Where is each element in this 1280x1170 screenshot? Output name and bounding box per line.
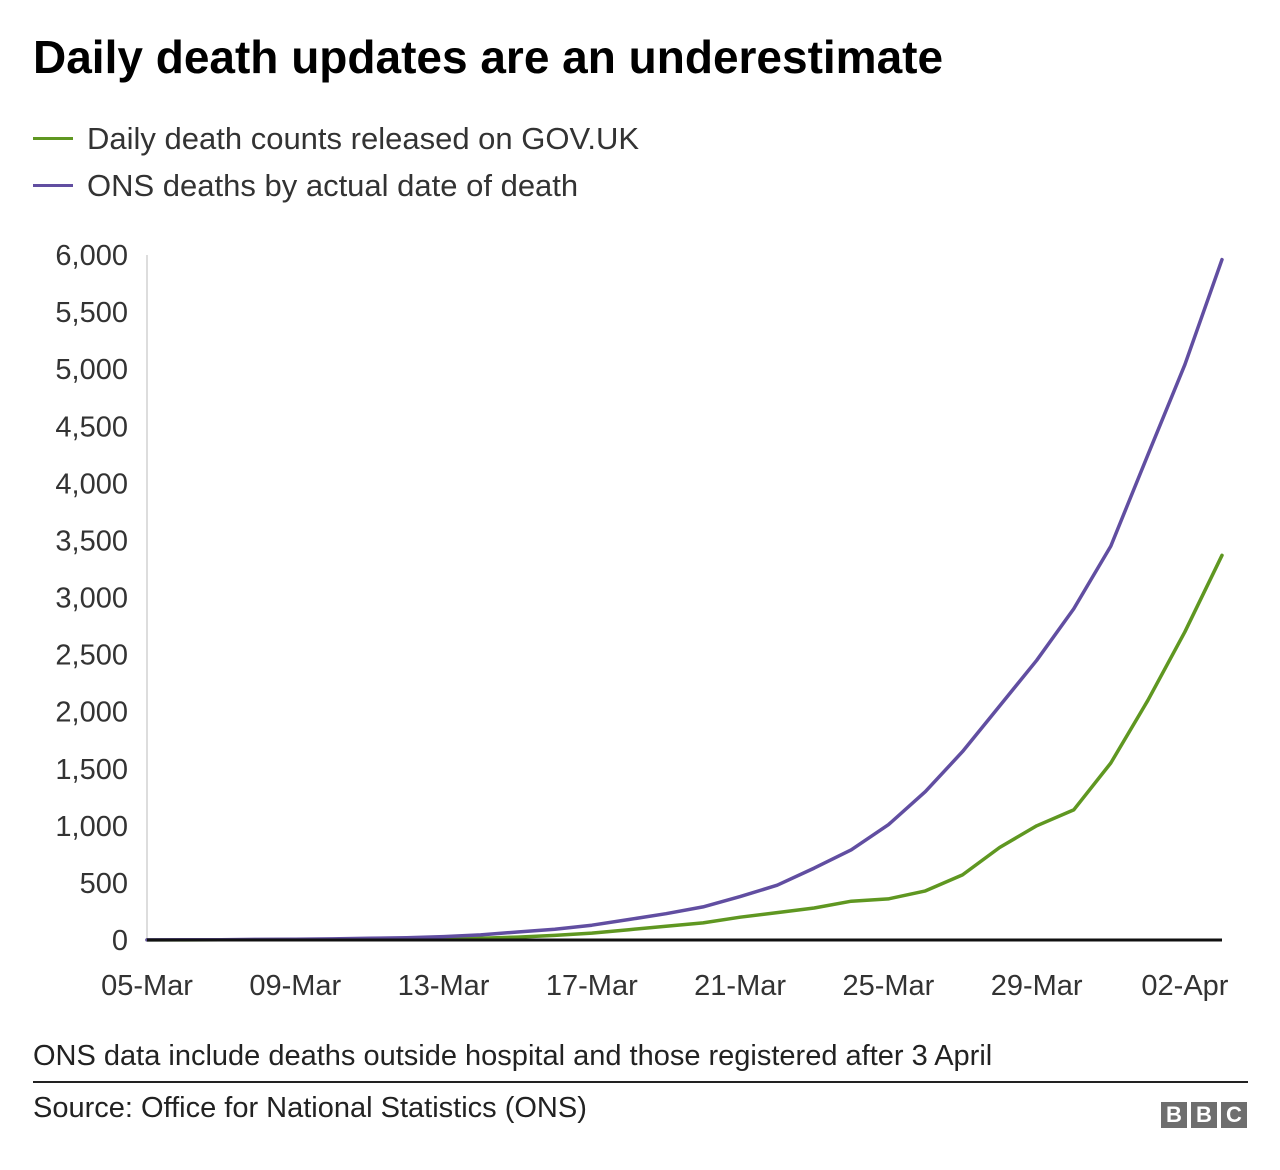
y-tick-label: 4,500 bbox=[55, 411, 128, 443]
x-tick-label: 09-Mar bbox=[249, 970, 341, 1002]
legend-label-ons: ONS deaths by actual date of death bbox=[87, 167, 579, 203]
series-line-gov bbox=[145, 553, 1224, 942]
chart-title: Daily death updates are an underestimate bbox=[33, 31, 944, 83]
y-tick-label: 1,000 bbox=[55, 811, 128, 843]
y-tick-label: 2,000 bbox=[55, 697, 128, 729]
legend-item-ons: ONS deaths by actual date of death bbox=[33, 162, 639, 209]
bbc-logo-letter: B bbox=[1191, 1102, 1217, 1128]
x-tick-label: 05-Mar bbox=[101, 970, 193, 1002]
y-tick-label: 5,000 bbox=[55, 354, 128, 386]
y-tick-label: 2,500 bbox=[55, 640, 128, 672]
y-tick-label: 1,500 bbox=[55, 754, 128, 786]
x-tick-label: 29-Mar bbox=[991, 970, 1083, 1002]
y-tick-label: 0 bbox=[112, 925, 128, 957]
x-tick-label: 13-Mar bbox=[398, 970, 490, 1002]
source-text: Source: Office for National Statistics (… bbox=[33, 1092, 587, 1124]
x-tick-label: 17-Mar bbox=[546, 970, 638, 1002]
legend-swatch-ons bbox=[33, 184, 73, 187]
y-tick-label: 3,500 bbox=[55, 525, 128, 557]
x-tick-label: 21-Mar bbox=[694, 970, 786, 1002]
chart-note: ONS data include deaths outside hospital… bbox=[33, 1040, 993, 1072]
y-tick-label: 500 bbox=[80, 868, 128, 900]
legend-label-gov: Daily death counts released on GOV.UK bbox=[87, 120, 640, 156]
y-tick-label: 4,000 bbox=[55, 468, 128, 500]
x-tick-label: 02-Apr bbox=[1141, 970, 1228, 1002]
y-tick-label: 3,000 bbox=[55, 583, 128, 615]
legend: Daily death counts released on GOV.UK ON… bbox=[33, 115, 639, 209]
bbc-logo: B B C bbox=[1161, 1102, 1247, 1128]
line-chart: 0 500 1,000 1,500 2,000 2,500 3,000 3,500 4,000 4… bbox=[55, 240, 1228, 1002]
series-line-ons bbox=[145, 257, 1224, 942]
bbc-logo-letter: C bbox=[1221, 1102, 1247, 1128]
x-tick-label: 25-Mar bbox=[842, 970, 934, 1002]
y-tick-label: 6,000 bbox=[55, 240, 128, 272]
legend-item-gov: Daily death counts released on GOV.UK bbox=[33, 115, 639, 162]
bbc-logo-letter: B bbox=[1161, 1102, 1187, 1128]
y-tick-label: 5,500 bbox=[55, 297, 128, 329]
legend-swatch-gov bbox=[33, 137, 73, 140]
footer-divider bbox=[33, 1081, 1248, 1083]
